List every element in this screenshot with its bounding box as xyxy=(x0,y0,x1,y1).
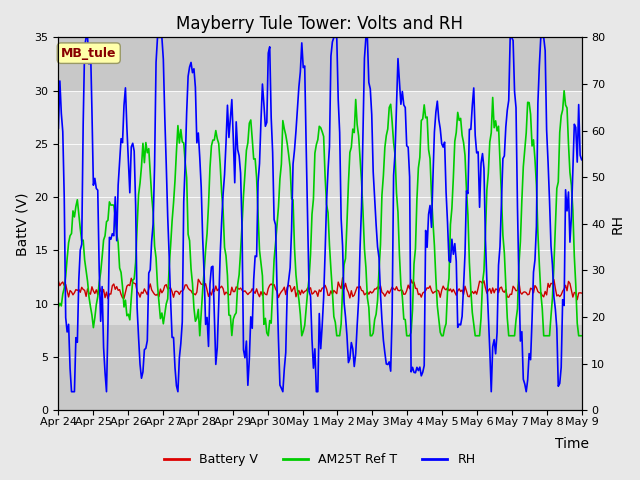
Legend: Battery V, AM25T Ref T, RH: Battery V, AM25T Ref T, RH xyxy=(159,448,481,471)
Text: MB_tule: MB_tule xyxy=(61,47,116,60)
Y-axis label: RH: RH xyxy=(611,214,625,234)
Text: Time: Time xyxy=(555,437,589,451)
Bar xyxy=(58,91,582,325)
Title: Mayberry Tule Tower: Volts and RH: Mayberry Tule Tower: Volts and RH xyxy=(177,15,463,33)
Y-axis label: BattV (V): BattV (V) xyxy=(15,192,29,255)
